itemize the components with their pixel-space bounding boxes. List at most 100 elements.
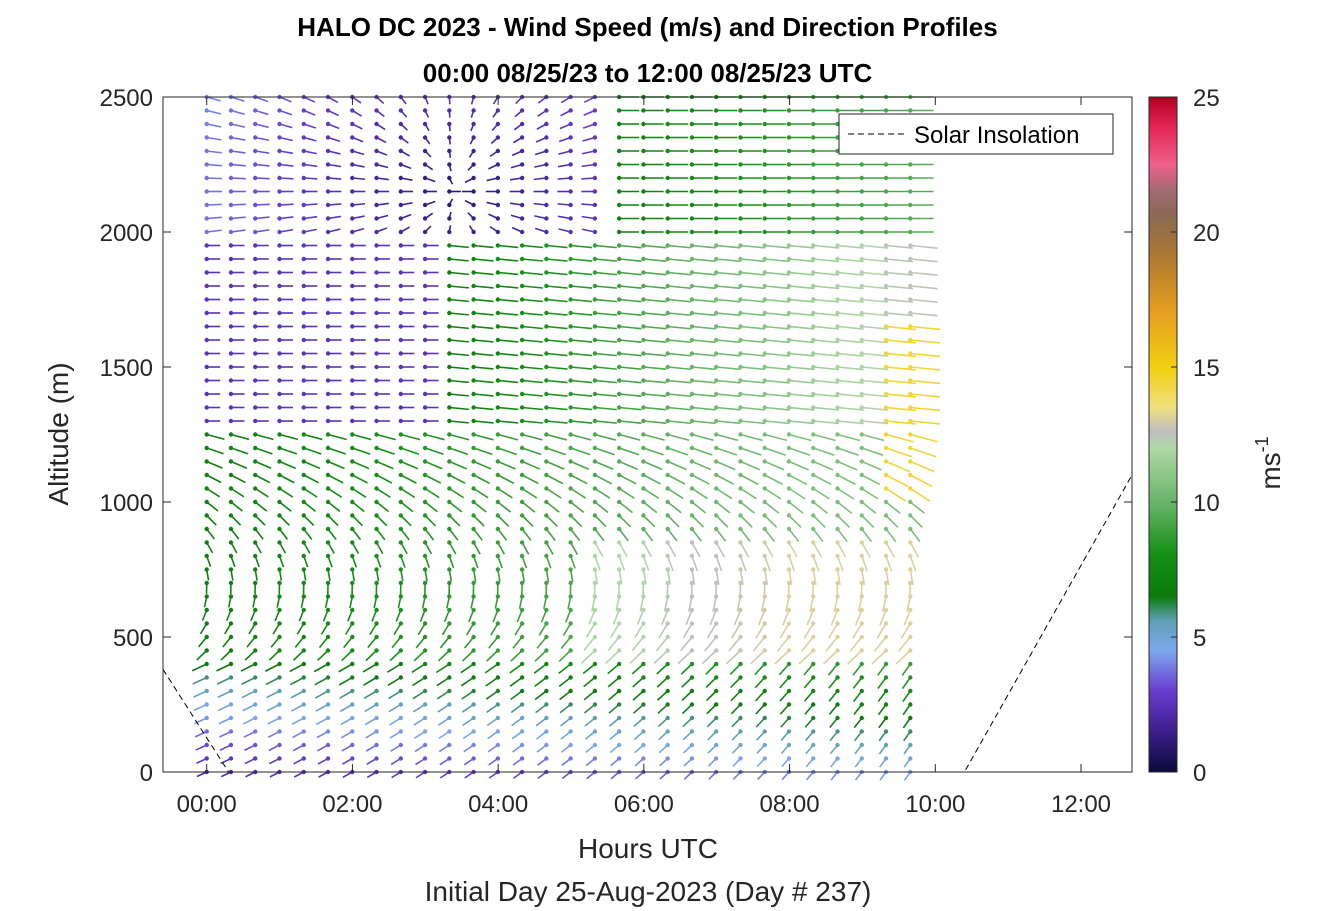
wind-barb-shaft: [788, 339, 815, 344]
wind-barb-shaft: [270, 636, 281, 648]
wind-barb-shaft: [879, 609, 887, 626]
wind-barb-dot: [301, 486, 306, 491]
wind-barb-dot: [859, 162, 864, 167]
wind-barb-dot: [811, 661, 816, 667]
wind-barb-shaft: [788, 298, 815, 303]
wind-barb-dot: [544, 756, 549, 761]
wind-barb-dot: [447, 297, 452, 302]
wind-barb-shaft: [643, 460, 663, 471]
wind-barb-shaft: [885, 312, 914, 317]
wind-barb-dot: [714, 742, 719, 748]
wind-barb-dot: [762, 499, 767, 505]
wind-barb-dot: [422, 148, 428, 154]
wind-barb-dot: [495, 445, 501, 451]
wind-barb-dot: [204, 418, 209, 424]
wind-barb-dot: [422, 486, 428, 491]
wind-barb-dot: [325, 702, 331, 707]
colorbar-tick-label: 10: [1193, 490, 1220, 517]
wind-barb-shaft: [509, 676, 523, 687]
wind-barb-shaft: [643, 298, 667, 303]
wind-barb-shaft: [813, 271, 840, 276]
wind-barb-dot: [422, 310, 428, 316]
wind-barb-dot: [786, 324, 792, 329]
wind-barb-dot: [325, 432, 331, 437]
wind-barb-shaft: [461, 703, 475, 713]
wind-barb-dot: [471, 756, 476, 761]
wind-barb-dot: [471, 499, 476, 505]
wind-barb-shaft: [522, 285, 543, 289]
y-axis-label: Altitude (m): [43, 362, 74, 505]
wind-barb-shaft: [449, 312, 469, 316]
wind-barb-dot: [253, 162, 258, 167]
wind-barb-dot: [277, 621, 282, 626]
wind-barb-dot: [422, 499, 428, 505]
wind-barb-dot: [350, 688, 355, 694]
wind-barb-shaft: [764, 433, 788, 442]
wind-barb-dot: [350, 216, 355, 221]
wind-barb-dot: [786, 472, 792, 478]
wind-barb-dot: [398, 621, 404, 626]
wind-barb-dot: [277, 499, 282, 505]
wind-barb-dot: [835, 486, 840, 491]
wind-barb-shaft: [497, 352, 519, 357]
wind-barb-shaft: [716, 285, 741, 290]
wind-barb-dot: [592, 121, 598, 127]
wind-barb-shaft: [497, 312, 519, 316]
wind-barb-shaft: [764, 406, 790, 411]
wind-barb-shaft: [619, 312, 642, 316]
wind-barb-shaft: [217, 703, 232, 712]
wind-barb-dot: [641, 648, 646, 653]
wind-barb-dot: [253, 715, 258, 721]
x-axis-sublabel: Initial Day 25-Aug-2023 (Day # 237): [425, 876, 872, 907]
wind-barb-shaft: [535, 703, 547, 714]
wind-barb-shaft: [788, 285, 815, 290]
wind-barb-dot: [811, 607, 816, 613]
wind-barb-dot: [495, 702, 501, 707]
wind-barb-shaft: [546, 339, 568, 343]
wind-barb-dot: [301, 540, 306, 545]
wind-barb-dot: [471, 729, 476, 734]
wind-barb-shaft: [196, 649, 208, 661]
wind-barb-dot: [714, 405, 719, 410]
wind-barb-shaft: [449, 339, 469, 343]
wind-barb-dot: [665, 351, 670, 356]
wind-barb-dot: [835, 310, 840, 316]
wind-barb-dot: [277, 648, 282, 653]
wind-barb-dot: [374, 742, 379, 748]
wind-barb-shaft: [254, 447, 273, 455]
wind-barb-shaft: [255, 177, 270, 180]
wind-barb-dot: [714, 189, 719, 194]
wind-barb-shaft: [837, 325, 864, 330]
wind-barb-shaft: [218, 717, 232, 725]
wind-barb-shaft: [716, 312, 741, 317]
wind-barb-dot: [228, 702, 234, 707]
wind-barb-shaft: [910, 285, 938, 290]
wind-barb-shaft: [206, 229, 222, 233]
wind-barb-shaft: [522, 325, 543, 330]
wind-barb-dot: [689, 675, 695, 680]
wind-barb-dot: [641, 283, 646, 289]
wind-barb-dot: [616, 540, 622, 545]
colorbar-tick-label: 5: [1193, 625, 1206, 652]
wind-barb-shaft: [545, 528, 556, 542]
wind-barb-dot: [544, 108, 549, 113]
wind-barb-shaft: [764, 325, 790, 330]
wind-barb-shaft: [642, 542, 653, 558]
wind-barb-shaft: [813, 352, 840, 357]
wind-barb-dot: [398, 378, 404, 383]
wind-barb-dot: [301, 148, 306, 154]
wind-barb-shaft: [837, 433, 861, 442]
wind-barb-shaft: [667, 271, 691, 276]
wind-barb-shaft: [619, 406, 642, 411]
wind-barb-dot: [447, 108, 452, 113]
wind-barb-dot: [422, 526, 428, 532]
wind-barb-dot: [616, 553, 622, 559]
wind-barb-dot: [835, 715, 840, 721]
wind-barb-dot: [228, 594, 234, 599]
wind-barb-dot: [665, 675, 670, 680]
wind-barb-shaft: [473, 393, 494, 397]
wind-barb-dot: [665, 607, 670, 613]
wind-barb-dot: [495, 364, 501, 370]
wind-barb-dot: [495, 661, 501, 667]
wind-barb-dot: [665, 445, 670, 451]
